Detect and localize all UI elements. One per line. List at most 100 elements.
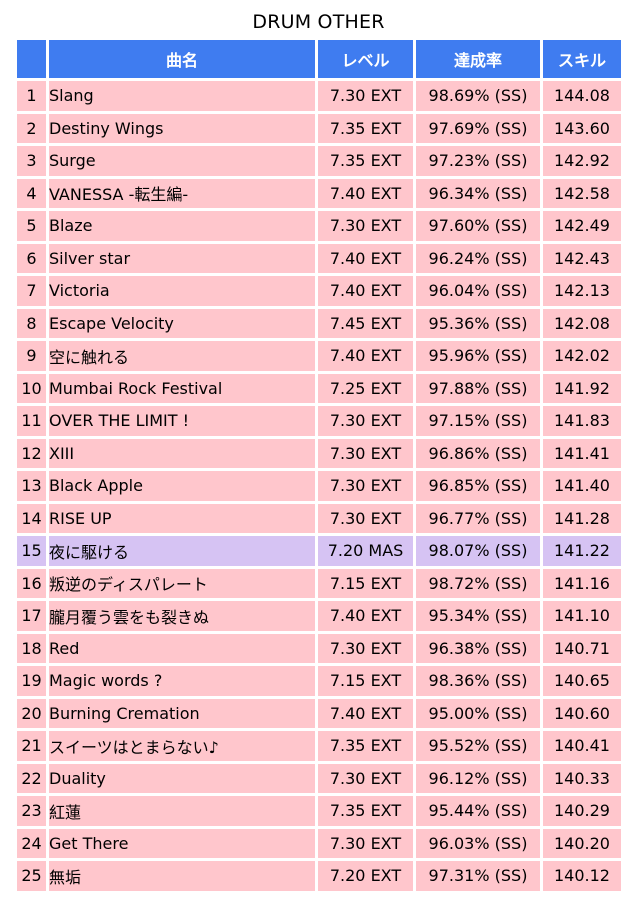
table-row: 11 OVER THE LIMIT ! 7.30 EXT 97.15% (SS) 141… bbox=[17, 406, 621, 436]
rank-cell: 9 bbox=[17, 341, 46, 371]
song-title-cell: OVER THE LIMIT ! bbox=[49, 406, 315, 436]
level-cell: 7.40 EXT bbox=[318, 698, 413, 728]
rank-cell: 4 bbox=[17, 178, 46, 208]
rank-cell: 18 bbox=[17, 633, 46, 663]
skill-value-cell: 142.02 bbox=[543, 341, 621, 371]
skill-value-cell: 141.41 bbox=[543, 438, 621, 468]
level-cell: 7.30 EXT bbox=[318, 763, 413, 793]
rank-cell: 23 bbox=[17, 796, 46, 826]
song-title-cell: 叛逆のディスパレート bbox=[49, 568, 315, 598]
table-row: 3 Surge 7.35 EXT 97.23% (SS) 142.92 bbox=[17, 146, 621, 176]
header-rank bbox=[17, 40, 46, 78]
rank-cell: 22 bbox=[17, 763, 46, 793]
song-title-cell: Red bbox=[49, 633, 315, 663]
table-row: 4 VANESSA -転生編- 7.40 EXT 96.34% (SS) 142.58 bbox=[17, 178, 621, 208]
skill-value-cell: 141.10 bbox=[543, 601, 621, 631]
achievement-rate-cell: 96.12% (SS) bbox=[416, 763, 540, 793]
level-cell: 7.35 EXT bbox=[318, 146, 413, 176]
song-title-cell: Victoria bbox=[49, 276, 315, 306]
header-level: レベル bbox=[318, 40, 413, 78]
skill-value-cell: 141.22 bbox=[543, 536, 621, 566]
table-row: 16 叛逆のディスパレート 7.15 EXT 98.72% (SS) 141.16 bbox=[17, 568, 621, 598]
skill-value-cell: 140.41 bbox=[543, 731, 621, 761]
song-title-cell: Escape Velocity bbox=[49, 308, 315, 338]
skill-value-cell: 140.60 bbox=[543, 698, 621, 728]
level-cell: 7.30 EXT bbox=[318, 81, 413, 111]
skill-value-cell: 141.92 bbox=[543, 373, 621, 403]
rank-cell: 11 bbox=[17, 406, 46, 436]
level-cell: 7.40 EXT bbox=[318, 243, 413, 273]
table-row: 13 Black Apple 7.30 EXT 96.85% (SS) 141.40 bbox=[17, 471, 621, 501]
skill-value-cell: 141.28 bbox=[543, 503, 621, 533]
skill-value-cell: 141.40 bbox=[543, 471, 621, 501]
skill-value-cell: 142.92 bbox=[543, 146, 621, 176]
achievement-rate-cell: 97.23% (SS) bbox=[416, 146, 540, 176]
song-title-cell: Blaze bbox=[49, 211, 315, 241]
table-row: 9 空に触れる 7.40 EXT 95.96% (SS) 142.02 bbox=[17, 341, 621, 371]
song-title-cell: Get There bbox=[49, 828, 315, 858]
level-cell: 7.20 EXT bbox=[318, 861, 413, 891]
achievement-rate-cell: 98.72% (SS) bbox=[416, 568, 540, 598]
skill-table: 曲名 レベル 達成率 スキル 1 Slang 7.30 EXT 98.69% (SS)… bbox=[14, 37, 624, 894]
song-title-cell: 紅蓮 bbox=[49, 796, 315, 826]
header-rate: 達成率 bbox=[416, 40, 540, 78]
rank-cell: 19 bbox=[17, 666, 46, 696]
table-row: 18 Red 7.30 EXT 96.38% (SS) 140.71 bbox=[17, 633, 621, 663]
table-row: 21 スイーツはとまらない♪ 7.35 EXT 95.52% (SS) 140.41 bbox=[17, 731, 621, 761]
level-cell: 7.35 EXT bbox=[318, 113, 413, 143]
table-row: 19 Magic words ? 7.15 EXT 98.36% (SS) 140.65 bbox=[17, 666, 621, 696]
rank-cell: 7 bbox=[17, 276, 46, 306]
skill-value-cell: 142.58 bbox=[543, 178, 621, 208]
achievement-rate-cell: 96.24% (SS) bbox=[416, 243, 540, 273]
table-row: 17 朧月覆う雲をも裂きぬ 7.40 EXT 95.34% (SS) 141.10 bbox=[17, 601, 621, 631]
skill-value-cell: 142.08 bbox=[543, 308, 621, 338]
song-title-cell: Magic words ? bbox=[49, 666, 315, 696]
table-row: 25 無垢 7.20 EXT 97.31% (SS) 140.12 bbox=[17, 861, 621, 891]
achievement-rate-cell: 96.38% (SS) bbox=[416, 633, 540, 663]
level-cell: 7.30 EXT bbox=[318, 633, 413, 663]
achievement-rate-cell: 97.15% (SS) bbox=[416, 406, 540, 436]
table-header-row: 曲名 レベル 達成率 スキル bbox=[17, 40, 621, 78]
song-title-cell: Destiny Wings bbox=[49, 113, 315, 143]
achievement-rate-cell: 98.36% (SS) bbox=[416, 666, 540, 696]
table-row: 20 Burning Cremation 7.40 EXT 95.00% (SS) 14… bbox=[17, 698, 621, 728]
level-cell: 7.30 EXT bbox=[318, 406, 413, 436]
skill-value-cell: 142.43 bbox=[543, 243, 621, 273]
song-title-cell: Burning Cremation bbox=[49, 698, 315, 728]
skill-value-cell: 144.08 bbox=[543, 81, 621, 111]
rank-cell: 14 bbox=[17, 503, 46, 533]
achievement-rate-cell: 96.77% (SS) bbox=[416, 503, 540, 533]
song-title-cell: 空に触れる bbox=[49, 341, 315, 371]
table-row: 12 XIII 7.30 EXT 96.86% (SS) 141.41 bbox=[17, 438, 621, 468]
level-cell: 7.40 EXT bbox=[318, 601, 413, 631]
song-title-cell: スイーツはとまらない♪ bbox=[49, 731, 315, 761]
rank-cell: 17 bbox=[17, 601, 46, 631]
skill-value-cell: 141.83 bbox=[543, 406, 621, 436]
achievement-rate-cell: 98.07% (SS) bbox=[416, 536, 540, 566]
skill-value-cell: 141.16 bbox=[543, 568, 621, 598]
level-cell: 7.20 MAS bbox=[318, 536, 413, 566]
achievement-rate-cell: 96.04% (SS) bbox=[416, 276, 540, 306]
table-row: 24 Get There 7.30 EXT 96.03% (SS) 140.20 bbox=[17, 828, 621, 858]
level-cell: 7.40 EXT bbox=[318, 178, 413, 208]
table-row: 15 夜に駆ける 7.20 MAS 98.07% (SS) 141.22 bbox=[17, 536, 621, 566]
page-title: DRUM OTHER bbox=[252, 11, 385, 33]
rank-cell: 10 bbox=[17, 373, 46, 403]
song-title-cell: XIII bbox=[49, 438, 315, 468]
skill-value-cell: 140.65 bbox=[543, 666, 621, 696]
skill-value-cell: 140.29 bbox=[543, 796, 621, 826]
rank-cell: 15 bbox=[17, 536, 46, 566]
rank-cell: 3 bbox=[17, 146, 46, 176]
header-song: 曲名 bbox=[49, 40, 315, 78]
achievement-rate-cell: 95.34% (SS) bbox=[416, 601, 540, 631]
achievement-rate-cell: 96.85% (SS) bbox=[416, 471, 540, 501]
level-cell: 7.45 EXT bbox=[318, 308, 413, 338]
table-row: 1 Slang 7.30 EXT 98.69% (SS) 144.08 bbox=[17, 81, 621, 111]
table-row: 2 Destiny Wings 7.35 EXT 97.69% (SS) 143.60 bbox=[17, 113, 621, 143]
rank-cell: 2 bbox=[17, 113, 46, 143]
level-cell: 7.40 EXT bbox=[318, 276, 413, 306]
table-row: 23 紅蓮 7.35 EXT 95.44% (SS) 140.29 bbox=[17, 796, 621, 826]
achievement-rate-cell: 95.52% (SS) bbox=[416, 731, 540, 761]
song-title-cell: Surge bbox=[49, 146, 315, 176]
